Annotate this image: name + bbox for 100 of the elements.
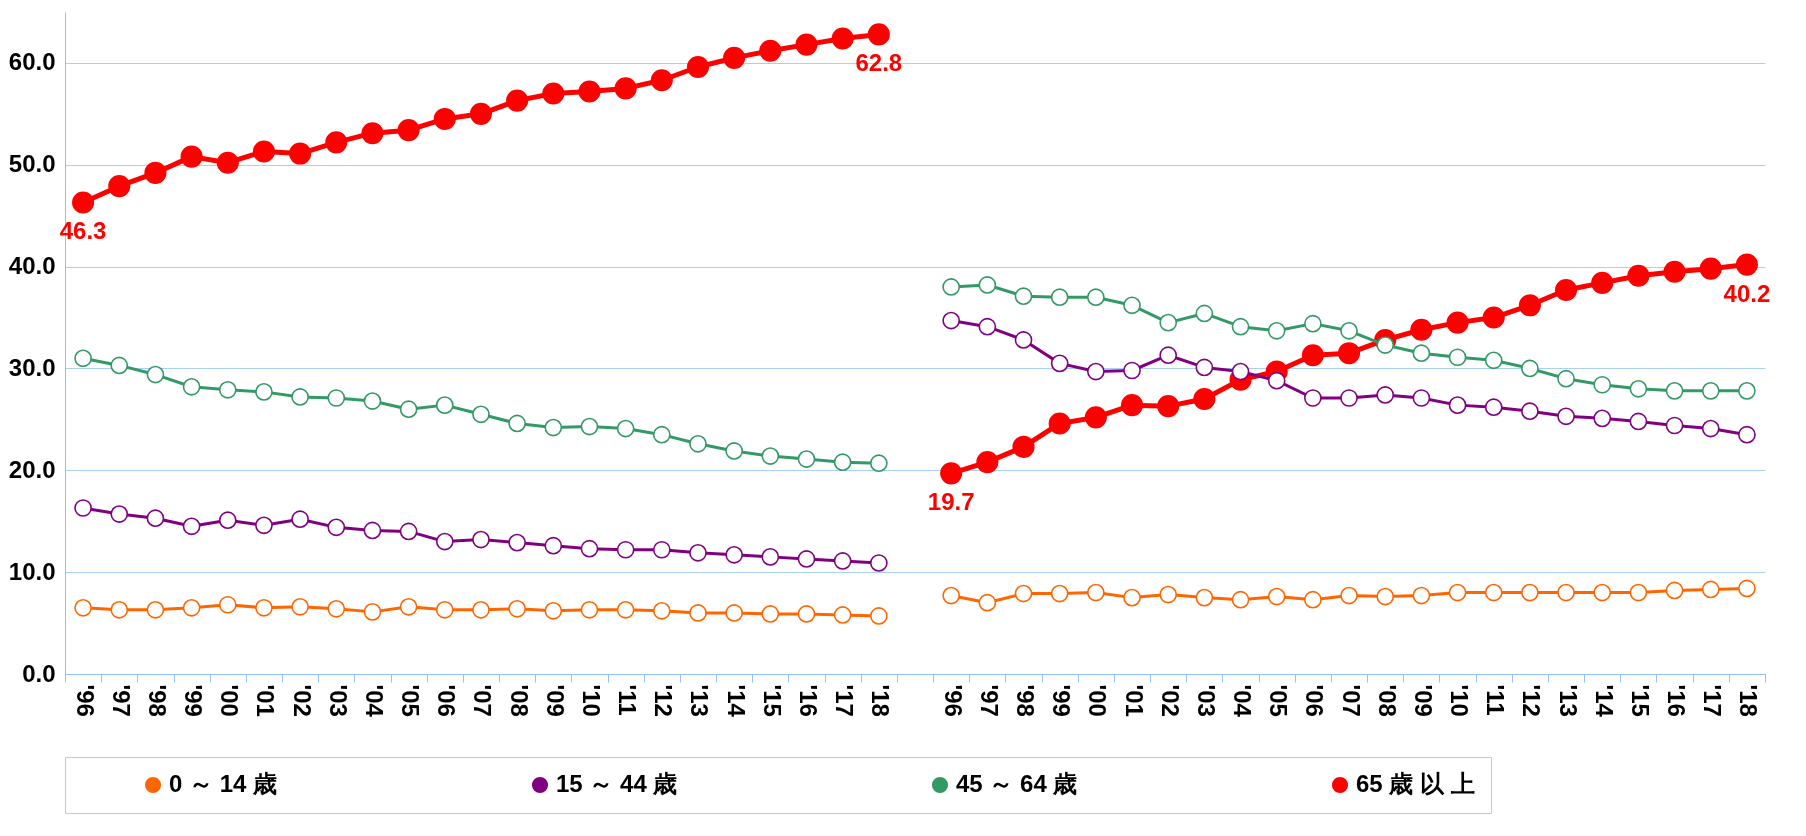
point (1267, 321, 1286, 340)
point (433, 107, 456, 130)
point (144, 161, 167, 184)
x-tick-label: '98 (1012, 684, 1040, 717)
point (1267, 371, 1286, 390)
point (652, 425, 671, 444)
point (363, 392, 382, 410)
point (1159, 585, 1178, 604)
y-tick-label: 40.0 (8, 252, 56, 280)
point (327, 518, 346, 537)
x-tick-label: '11 (614, 684, 642, 716)
point (255, 383, 273, 401)
x-tick-label: '07 (469, 684, 497, 717)
x-tick-label: '10 (577, 684, 605, 717)
point (942, 311, 961, 330)
x-tick-label: '04 (360, 684, 388, 718)
point (1738, 425, 1756, 444)
point (180, 145, 203, 168)
point (1555, 279, 1578, 302)
x-tick-label: '09 (1409, 684, 1437, 717)
point (544, 602, 563, 620)
x-tick-label: '12 (1518, 684, 1546, 717)
point (1048, 412, 1071, 435)
point (1157, 395, 1180, 418)
x-tick-label: '03 (324, 684, 352, 717)
x-tick-label: '04 (1229, 684, 1257, 718)
point (1050, 354, 1069, 373)
point (472, 530, 490, 549)
point (1231, 362, 1250, 381)
point (1665, 581, 1684, 600)
x-tick-label: '10 (1446, 684, 1474, 717)
point (978, 593, 997, 612)
point (1627, 264, 1650, 287)
point (1050, 288, 1069, 307)
point (1123, 296, 1141, 315)
point (1701, 382, 1720, 400)
point (291, 388, 309, 406)
point (399, 400, 418, 419)
point (327, 389, 346, 407)
x-tick-label: '97 (107, 684, 135, 717)
point (689, 543, 707, 562)
point (399, 597, 418, 616)
x-tick-label: '13 (686, 684, 714, 717)
point (1376, 386, 1395, 404)
legend-label: 45 ～ 64 歳 (956, 770, 1078, 797)
point (795, 33, 818, 56)
point (1521, 583, 1539, 602)
point (578, 80, 601, 103)
point (833, 606, 852, 624)
point (1484, 398, 1503, 417)
point (1591, 271, 1614, 294)
point (1120, 394, 1144, 417)
point (761, 548, 780, 566)
x-tick-label: '96 (71, 684, 99, 717)
point (1340, 321, 1358, 340)
point (978, 317, 997, 336)
point (472, 405, 490, 424)
point (614, 77, 637, 100)
point (1195, 304, 1214, 323)
point (1412, 344, 1431, 363)
point (544, 418, 563, 437)
x-tick-label: '02 (288, 684, 316, 717)
point (978, 276, 997, 294)
point (1231, 590, 1250, 609)
point (110, 356, 129, 375)
x-tick-label: '13 (1554, 684, 1582, 717)
point (146, 509, 165, 528)
point (1376, 336, 1395, 354)
point (1304, 314, 1322, 333)
x-tick-label: '99 (180, 684, 208, 717)
point (1629, 379, 1648, 398)
data-label: 62.8 (855, 49, 903, 77)
x-tick-label: '09 (541, 684, 569, 717)
point (797, 550, 816, 568)
point (976, 451, 999, 474)
x-tick-label: '00 (216, 684, 244, 717)
x-tick-label: '05 (1265, 684, 1293, 717)
point (580, 417, 599, 436)
point (652, 540, 671, 559)
point (833, 453, 852, 472)
point (1195, 358, 1214, 377)
point (1593, 409, 1612, 428)
point (1663, 260, 1686, 283)
point (1521, 402, 1539, 421)
x-tick-label: '01 (252, 684, 280, 717)
point (1193, 387, 1216, 411)
point (1448, 583, 1467, 602)
point (942, 278, 961, 296)
point (1410, 318, 1433, 341)
point (255, 516, 273, 535)
point (508, 599, 526, 618)
point (544, 536, 563, 555)
point (1446, 311, 1469, 334)
point (1084, 406, 1107, 429)
point (1412, 586, 1431, 605)
point (797, 450, 816, 468)
x-tick-label: '18 (1735, 684, 1763, 717)
x-tick-label: '05 (397, 684, 425, 717)
point (580, 600, 599, 619)
x-tick-label: '08 (505, 684, 533, 717)
